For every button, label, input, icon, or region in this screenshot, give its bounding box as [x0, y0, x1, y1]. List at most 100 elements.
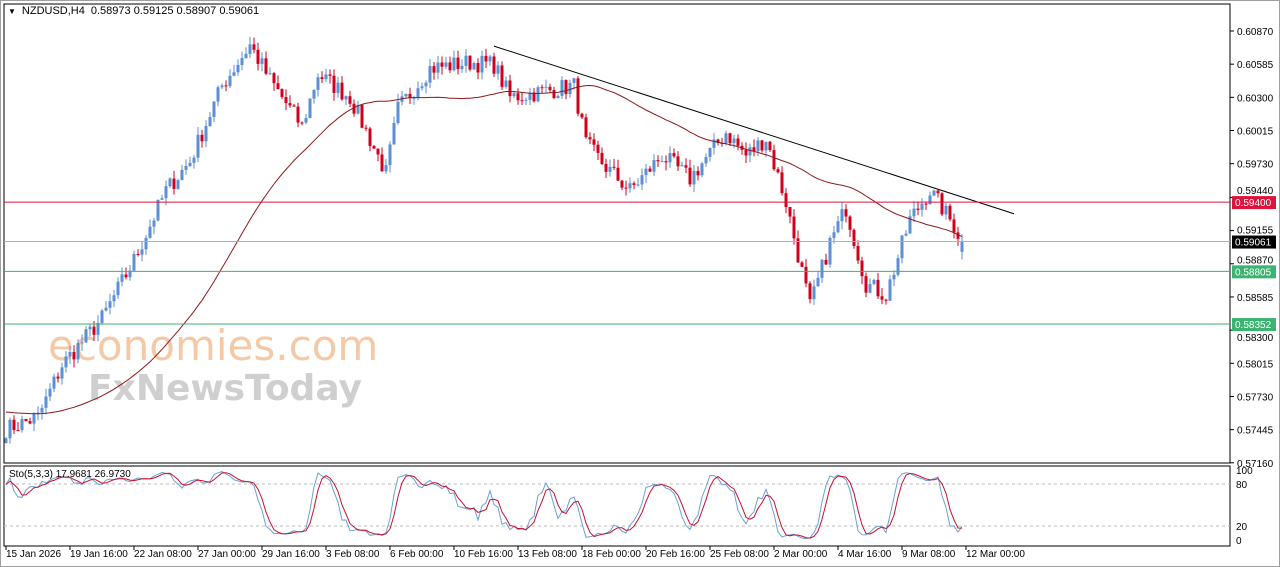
candle-body: [828, 237, 832, 265]
candle-body: [420, 86, 424, 89]
menu-triangle-icon[interactable]: ▼: [8, 6, 16, 16]
candle-body: [448, 62, 452, 71]
candle-body: [588, 137, 592, 140]
candle-body: [724, 133, 728, 144]
candle-body: [4, 438, 8, 444]
candle-body: [256, 49, 260, 64]
symbol-label: NZDUSD,H4: [21, 5, 85, 17]
candle-body: [144, 237, 148, 250]
candle-body: [564, 80, 568, 95]
candle-body: [276, 83, 280, 90]
candle-body: [296, 106, 300, 123]
candle-body: [844, 209, 848, 217]
candle-body: [736, 138, 740, 146]
candle-body: [24, 418, 28, 422]
candle-body: [44, 396, 48, 408]
candle-body: [700, 163, 704, 176]
time-tick-label: 9 Mar 08:00: [902, 549, 956, 560]
price-tick-label: 0.57730: [1237, 392, 1274, 403]
candle-body: [380, 154, 384, 172]
candle-body: [732, 138, 736, 144]
candle-body: [244, 53, 248, 59]
ohlc-values: 0.58973 0.59125 0.58907 0.59061: [90, 5, 260, 17]
candle-body: [640, 175, 644, 185]
candle-body: [76, 342, 80, 360]
candle-body: [116, 281, 120, 296]
candle-body: [84, 329, 88, 343]
candle-body: [352, 103, 356, 114]
candle-body: [772, 150, 776, 170]
candle-body: [896, 258, 900, 275]
candle-body: [368, 128, 372, 146]
resistance-price-label: 0.59400: [1235, 198, 1272, 209]
candle-body: [8, 419, 12, 439]
candle-body: [716, 139, 720, 143]
candle-body: [164, 186, 168, 199]
support-price-tag: [1232, 318, 1276, 332]
candle-body: [96, 322, 100, 335]
candle-body: [928, 195, 932, 205]
time-tick-label: 4 Mar 16:00: [838, 549, 892, 560]
candle-body: [192, 157, 196, 163]
price-tick-label: 0.58300: [1237, 333, 1274, 344]
price-tick-label: 0.58870: [1237, 255, 1274, 266]
price-tick-label: 0.59440: [1237, 186, 1274, 197]
candle-body: [816, 277, 820, 287]
candle-body: [780, 172, 784, 194]
candle-body: [236, 64, 240, 73]
candle-body: [680, 165, 684, 167]
candle-body: [940, 193, 944, 215]
candle-body: [432, 66, 436, 73]
candle-body: [88, 326, 92, 330]
stochastic-level-label: 100: [1236, 466, 1253, 477]
candle-body: [168, 178, 172, 187]
candle-body: [312, 89, 316, 99]
time-tick-label: 27 Jan 00:00: [198, 549, 256, 560]
logo-fxnewstoday: FxNewsToday: [88, 368, 362, 409]
candle-body: [552, 90, 556, 99]
candle-body: [232, 72, 236, 76]
candle-body: [324, 74, 328, 79]
candle-body: [632, 183, 636, 185]
candle-body: [936, 190, 940, 194]
candle-body: [212, 101, 216, 117]
time-tick-label: 10 Feb 16:00: [454, 549, 513, 560]
candle-body: [416, 88, 420, 98]
candle-body: [180, 169, 184, 181]
candle-body: [672, 153, 676, 157]
candle-body: [440, 62, 444, 67]
candle-body: [596, 144, 600, 153]
candle-body: [796, 238, 800, 263]
trendline: [493, 45, 1015, 215]
candle-body: [624, 187, 628, 189]
candle-body: [540, 87, 544, 89]
candle-body: [332, 75, 336, 93]
candle-body: [900, 235, 904, 259]
candle-body: [888, 279, 892, 301]
candle-body: [124, 274, 128, 278]
candle-body: [104, 307, 108, 311]
candle-body: [644, 168, 648, 176]
candle-body: [156, 199, 160, 221]
candle-body: [356, 104, 360, 114]
candle-body: [488, 56, 492, 62]
candle-body: [652, 160, 656, 172]
candle-body: [804, 266, 808, 284]
candle-body: [520, 100, 524, 102]
candle-body: [504, 80, 508, 87]
candle-body: [200, 134, 204, 142]
candle-body: [160, 198, 164, 200]
candle-body: [404, 93, 408, 97]
candle-body: [340, 82, 344, 100]
candle-body: [216, 87, 220, 102]
candle-body: [176, 180, 180, 189]
time-tick-label: 20 Feb 16:00: [646, 549, 705, 560]
candle-body: [204, 126, 208, 142]
candle-body: [544, 86, 548, 88]
candle-body: [172, 178, 176, 189]
candle-body: [12, 419, 16, 431]
candle-body: [272, 73, 276, 84]
candle-body: [660, 161, 664, 163]
price-tick-label: 0.59155: [1237, 226, 1274, 237]
